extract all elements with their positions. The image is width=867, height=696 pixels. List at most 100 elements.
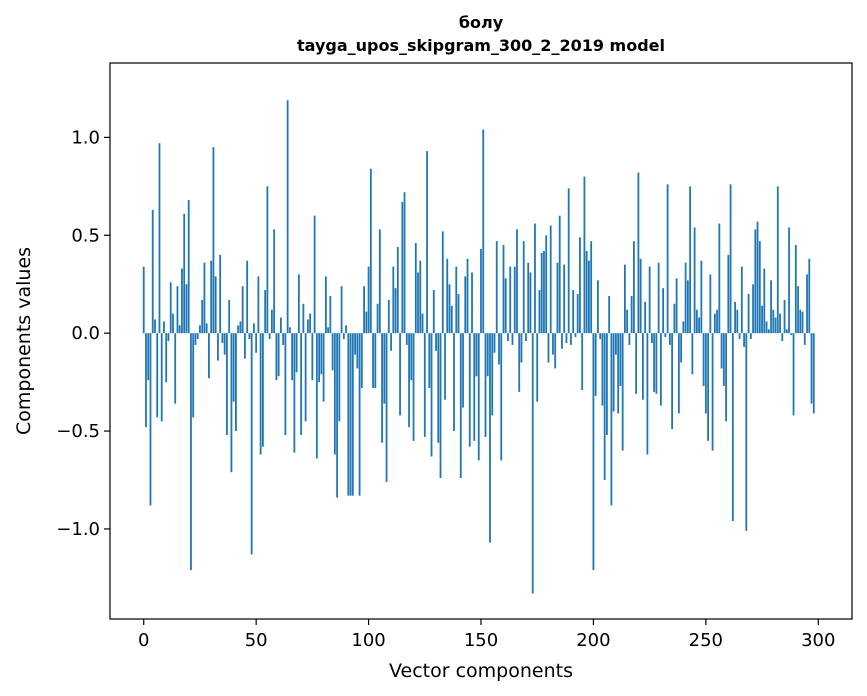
bar bbox=[282, 333, 285, 345]
bar bbox=[324, 276, 327, 334]
bar bbox=[196, 333, 199, 340]
bar bbox=[394, 288, 397, 334]
y-tick-label: 1.0 bbox=[71, 127, 100, 148]
bar bbox=[417, 272, 419, 334]
bar bbox=[754, 229, 757, 334]
bar bbox=[277, 333, 280, 377]
bar bbox=[736, 309, 739, 334]
bar bbox=[266, 186, 269, 334]
bar bbox=[187, 200, 190, 334]
bar bbox=[178, 325, 181, 334]
bar bbox=[412, 333, 415, 441]
bar bbox=[441, 231, 444, 334]
y-tick-label: −0.5 bbox=[56, 421, 100, 442]
bar bbox=[588, 260, 590, 334]
bar bbox=[167, 333, 170, 341]
bar bbox=[547, 333, 550, 363]
bar bbox=[711, 333, 714, 451]
bar bbox=[163, 321, 165, 334]
bar bbox=[172, 313, 174, 334]
y-tick-label: 0.0 bbox=[71, 323, 100, 344]
bar bbox=[774, 317, 777, 334]
bar bbox=[635, 333, 638, 394]
bar bbox=[208, 333, 210, 379]
bar bbox=[453, 333, 455, 432]
bar bbox=[581, 333, 584, 390]
bar bbox=[720, 333, 723, 369]
bar bbox=[516, 229, 518, 334]
bar bbox=[675, 278, 678, 334]
bar bbox=[603, 333, 606, 480]
bar bbox=[540, 252, 543, 334]
bar bbox=[376, 303, 379, 334]
bar bbox=[761, 305, 763, 334]
y-axis-ticks: −1.0 −0.5 0.0 0.5 1.0 bbox=[56, 127, 110, 540]
x-tick-label: 50 bbox=[245, 630, 268, 651]
bar bbox=[156, 333, 159, 418]
bar bbox=[408, 333, 410, 428]
bar bbox=[718, 223, 721, 334]
bar bbox=[250, 333, 253, 555]
bar bbox=[543, 250, 545, 334]
chart-title: болу bbox=[459, 13, 504, 32]
bar bbox=[444, 333, 446, 400]
bar bbox=[194, 333, 197, 345]
bar bbox=[293, 333, 296, 453]
bar bbox=[286, 100, 289, 334]
bar bbox=[322, 333, 325, 402]
bar bbox=[511, 333, 514, 345]
bar bbox=[650, 333, 653, 343]
bar bbox=[482, 129, 485, 334]
bar bbox=[414, 243, 417, 334]
bar bbox=[698, 317, 700, 334]
bar bbox=[311, 333, 314, 381]
bar bbox=[767, 329, 770, 334]
bar bbox=[695, 309, 698, 334]
bar bbox=[659, 333, 662, 406]
bar bbox=[253, 323, 255, 334]
x-tick-label: 200 bbox=[576, 630, 610, 651]
bar bbox=[221, 333, 224, 343]
bar bbox=[473, 333, 476, 441]
bar bbox=[279, 317, 282, 334]
bar bbox=[709, 274, 712, 334]
bar bbox=[396, 247, 399, 334]
bar bbox=[217, 333, 219, 361]
bar bbox=[223, 333, 226, 355]
bar bbox=[237, 325, 240, 334]
bar bbox=[212, 147, 215, 334]
bar bbox=[426, 151, 428, 334]
bar bbox=[457, 294, 460, 334]
bar bbox=[655, 333, 658, 394]
bar bbox=[315, 333, 318, 459]
bar bbox=[468, 333, 471, 447]
bar bbox=[259, 333, 262, 455]
bar bbox=[432, 290, 435, 334]
bar bbox=[270, 309, 273, 334]
bar bbox=[749, 333, 752, 340]
y-tick-label: −1.0 bbox=[56, 519, 100, 540]
bar bbox=[527, 262, 530, 334]
bar bbox=[500, 333, 503, 461]
bar bbox=[797, 286, 799, 334]
chart-subtitle: tayga_upos_skipgram_300_2_2019 model bbox=[297, 36, 665, 55]
bar bbox=[689, 186, 692, 334]
bar bbox=[772, 309, 775, 334]
bar bbox=[561, 333, 563, 349]
bar bbox=[392, 266, 395, 334]
bar bbox=[437, 333, 440, 443]
bar bbox=[626, 309, 629, 334]
bar bbox=[486, 333, 489, 377]
bar bbox=[740, 266, 743, 334]
bar bbox=[450, 305, 453, 334]
y-axis-label: Components values bbox=[13, 247, 35, 435]
bar bbox=[439, 333, 442, 479]
bar bbox=[491, 333, 494, 416]
bar bbox=[520, 333, 523, 363]
bar bbox=[743, 333, 745, 347]
bar bbox=[758, 241, 761, 334]
bar bbox=[664, 333, 667, 338]
bar bbox=[349, 333, 352, 496]
bar bbox=[668, 333, 671, 345]
bar bbox=[205, 323, 208, 334]
